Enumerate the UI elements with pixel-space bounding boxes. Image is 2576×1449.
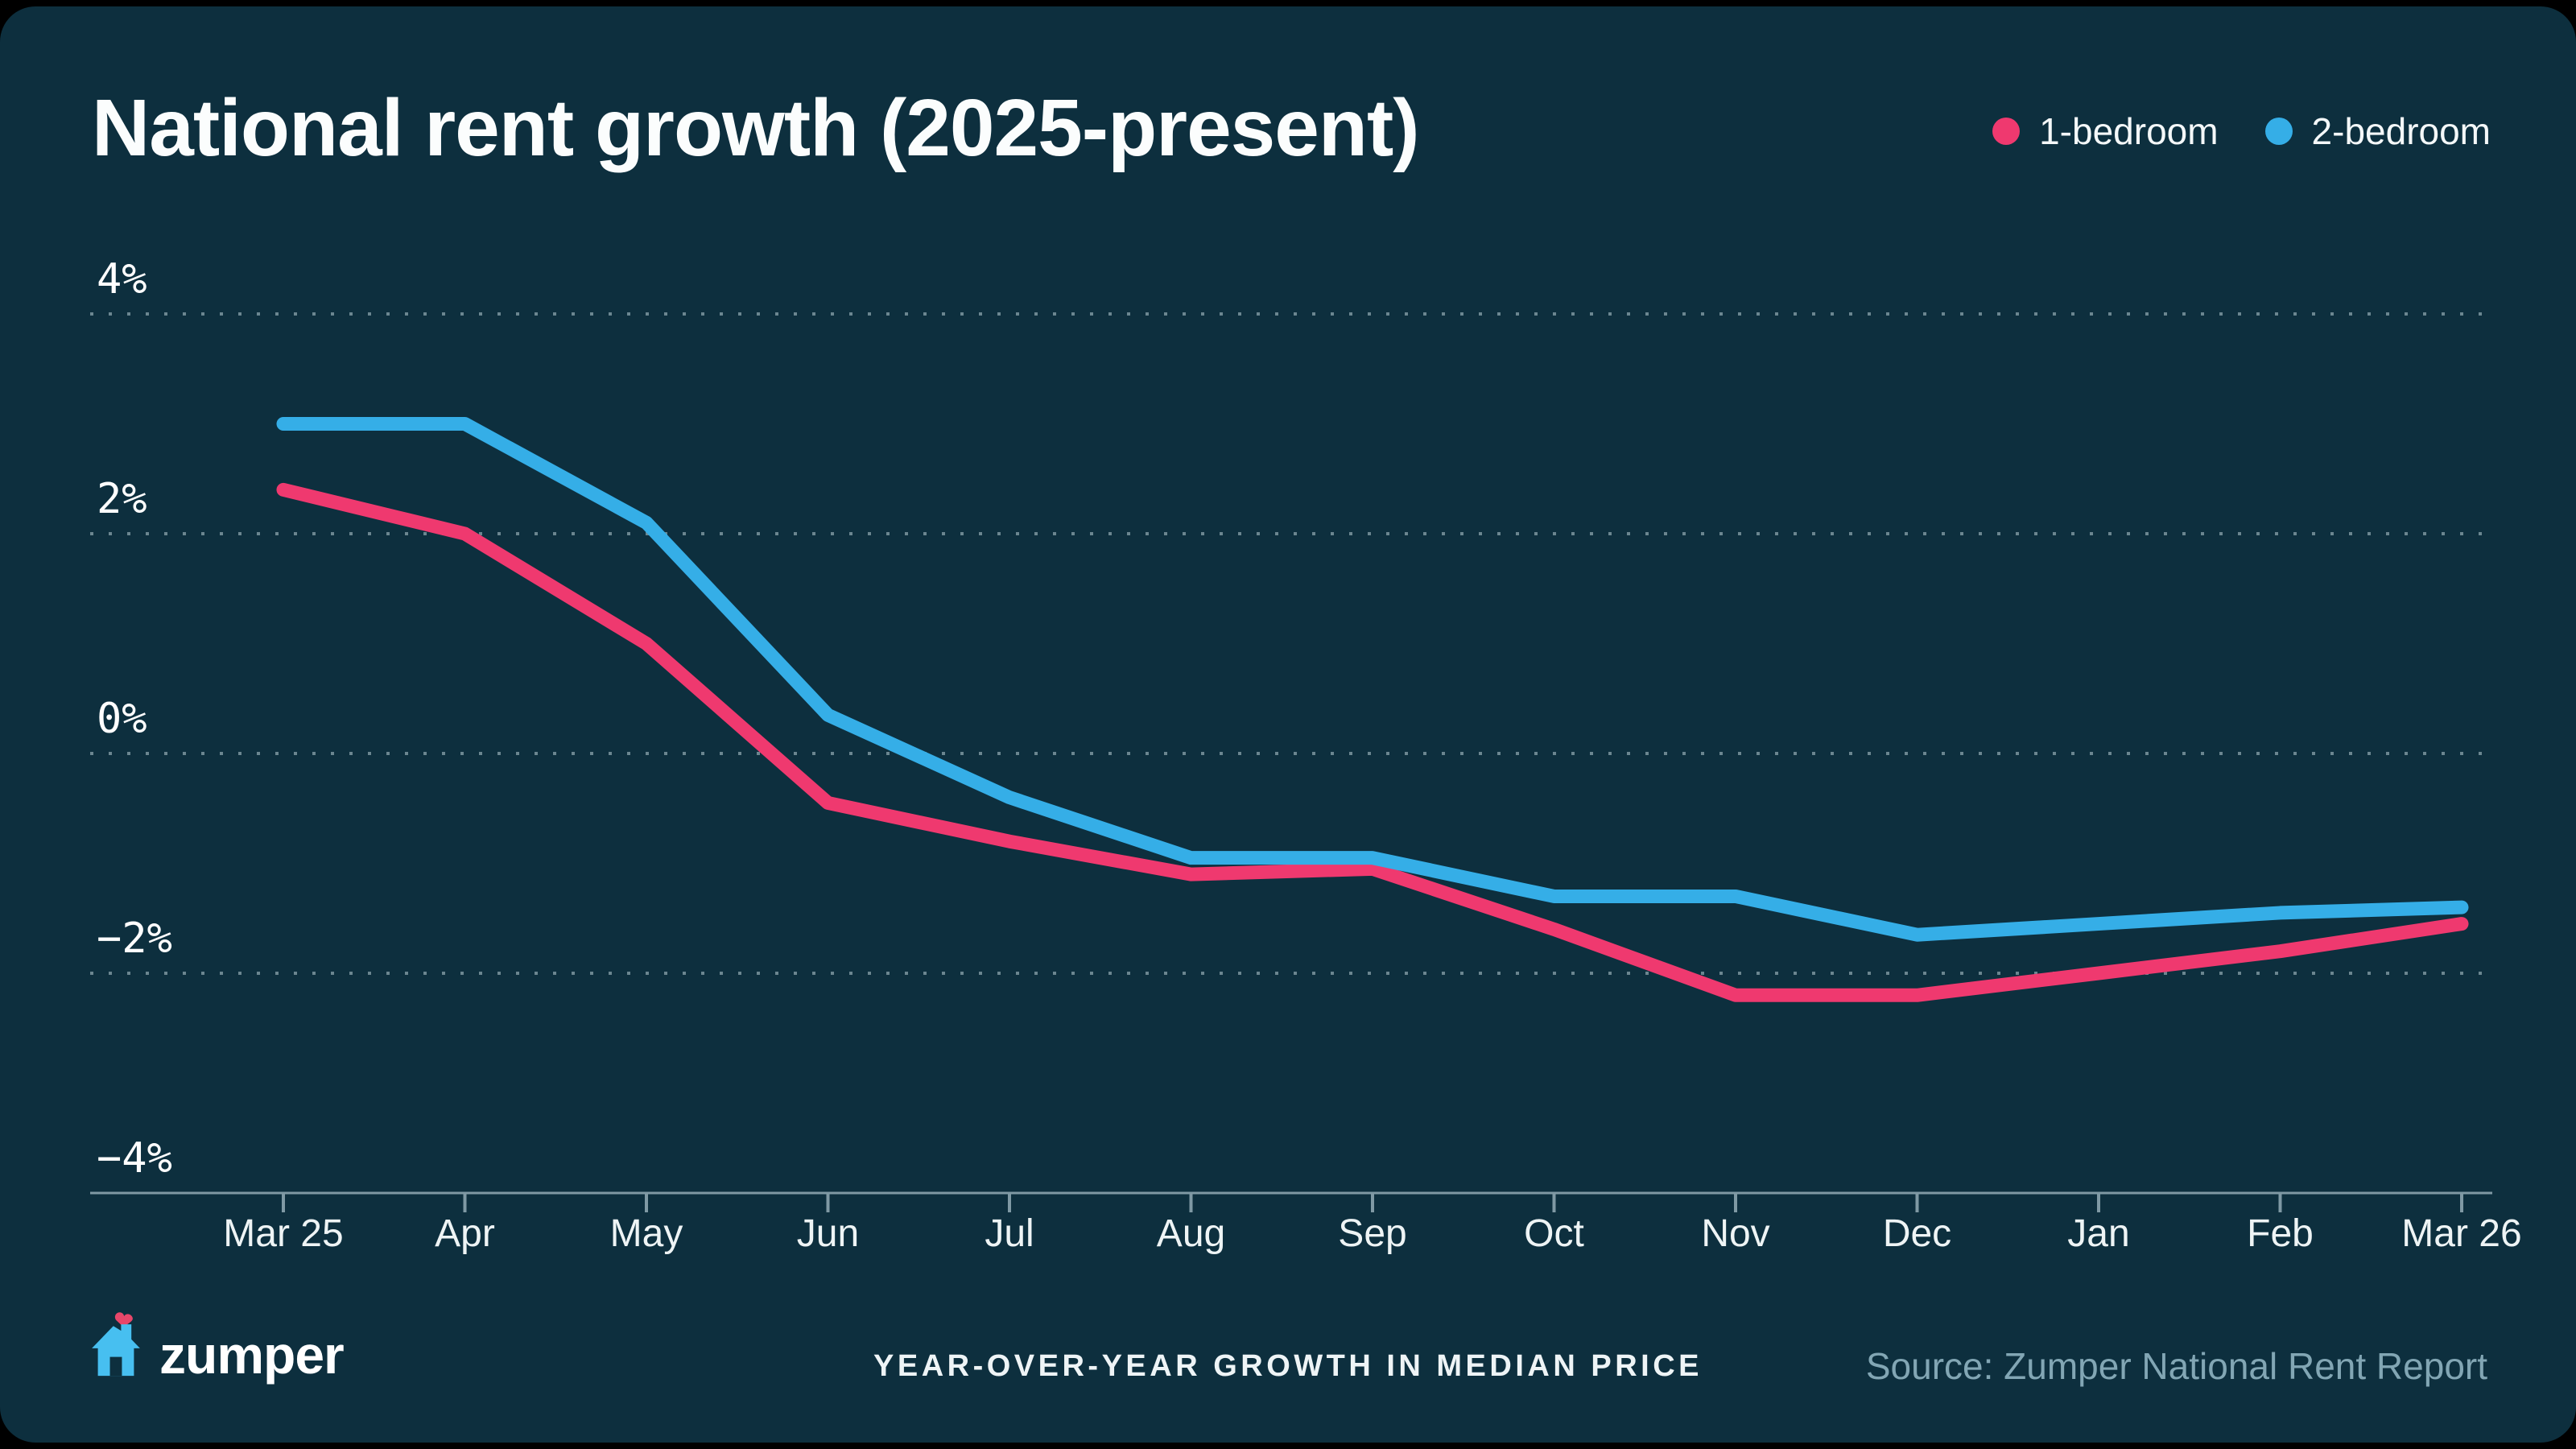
legend-label-1-bedroom: 1-bedroom [2039, 110, 2219, 152]
zumper-house-icon [92, 1312, 140, 1377]
chart-caption: YEAR-OVER-YEAR GROWTH IN MEDIAN PRICE [873, 1349, 1703, 1383]
x-tick-label-Dec: Dec [1883, 1212, 1951, 1255]
x-tick-label-Mar 25: Mar 25 [223, 1212, 343, 1255]
y-tick-label-4%: 4% [97, 255, 147, 303]
legend-item-2-bedroom: 2-bedroom [2264, 109, 2491, 153]
page-title: National rent growth (2025-present) [92, 83, 1420, 173]
y-tick-label-−4%: −4% [97, 1134, 172, 1183]
x-tick-label-Aug: Aug [1157, 1212, 1225, 1255]
chart-card: 4% 2% 0% −2% −4% Mar 25 Apr May Jun Jul Aug Sep Oct N… [0, 6, 2576, 1443]
house-roof-and-walls [92, 1324, 140, 1377]
y-tick-label-0%: 0% [97, 695, 147, 743]
legend-dot-2-bedroom-icon [2264, 118, 2293, 145]
rent-growth-line-chart: 4% 2% 0% −2% −4% Mar 25 Apr May Jun Jul Aug Sep Oct N… [90, 255, 2522, 1255]
legend-dot-1-bedroom-icon [1992, 118, 2021, 145]
x-tick-label-Jan: Jan [2067, 1212, 2129, 1255]
series-line-1-bedroom [276, 482, 2469, 1002]
x-tick-label-Apr: Apr [435, 1212, 495, 1255]
zumper-logo: zumper [90, 1312, 345, 1386]
x-tick-label-May: May [610, 1212, 683, 1255]
x-tick-label-Sep: Sep [1338, 1212, 1406, 1255]
x-tick-label-Jun: Jun [797, 1212, 859, 1255]
x-tick-label-Jul: Jul [985, 1212, 1034, 1255]
x-tick-label-Oct: Oct [1524, 1212, 1584, 1255]
x-tick-label-Mar 26: Mar 26 [2401, 1212, 2521, 1255]
heart-icon [114, 1312, 133, 1327]
legend-item-1-bedroom: 1-bedroom [1992, 109, 2219, 153]
y-tick-label-−2%: −2% [97, 914, 172, 963]
x-tick-label-Nov: Nov [1701, 1212, 1769, 1255]
series-line-2-bedroom [276, 417, 2469, 942]
source-attribution: Source: Zumper National Rent Report [1865, 1345, 2487, 1387]
x-tick-label-Feb: Feb [2247, 1212, 2314, 1255]
legend-label-2-bedroom: 2-bedroom [2311, 110, 2491, 152]
brand-name: zumper [159, 1325, 345, 1385]
chart-legend: 1-bedroom 2-bedroom [1992, 109, 2491, 153]
y-tick-label-2%: 2% [97, 475, 147, 523]
house-door [109, 1356, 122, 1377]
